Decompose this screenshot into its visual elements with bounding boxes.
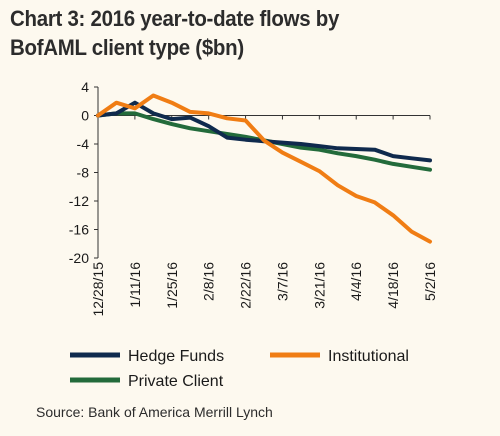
x-tick-label: 1/11/16 <box>127 262 143 308</box>
y-tick-labels: 4 0 -4 -8 -12 -16 -20 <box>69 79 89 266</box>
y-tick-label: 0 <box>81 108 89 124</box>
x-tick-label: 1/25/16 <box>164 262 180 309</box>
source-note: Source: Bank of America Merrill Lynch <box>36 404 273 420</box>
legend-label: Hedge Funds <box>128 348 224 365</box>
chart-title: Chart 3: 2016 year-to-date flows by BofA… <box>10 6 340 60</box>
x-tick-label: 5/2/16 <box>422 262 438 301</box>
y-tick-label: 4 <box>81 79 89 95</box>
x-tick-labels: 12/28/15 1/11/16 1/25/16 2/8/16 2/22/16 3/7/1… <box>90 262 438 317</box>
axes <box>94 86 431 259</box>
series-line-institutional <box>96 93 432 244</box>
y-tick-label: -16 <box>69 222 89 238</box>
legend-label: Private Client <box>128 373 224 390</box>
x-tick-label: 3/21/16 <box>311 262 327 309</box>
y-tick-label: -12 <box>69 193 89 209</box>
legend: Hedge Funds Institutional Private Client <box>70 348 409 390</box>
series-line-hedge-funds <box>96 100 432 163</box>
x-tick-label: 4/18/16 <box>385 262 401 309</box>
x-tick-label: 2/8/16 <box>201 262 217 301</box>
y-tick-label: -4 <box>77 136 90 152</box>
x-tick-label: 3/7/16 <box>274 262 290 301</box>
x-tick-label: 12/28/15 <box>90 262 106 317</box>
legend-label: Institutional <box>328 348 409 365</box>
x-tick-label: 4/4/16 <box>348 262 364 301</box>
y-tick-label: -20 <box>69 250 89 266</box>
y-tick-label: -8 <box>77 165 90 181</box>
series-lines <box>96 93 432 244</box>
x-tick-label: 2/22/16 <box>238 262 254 309</box>
